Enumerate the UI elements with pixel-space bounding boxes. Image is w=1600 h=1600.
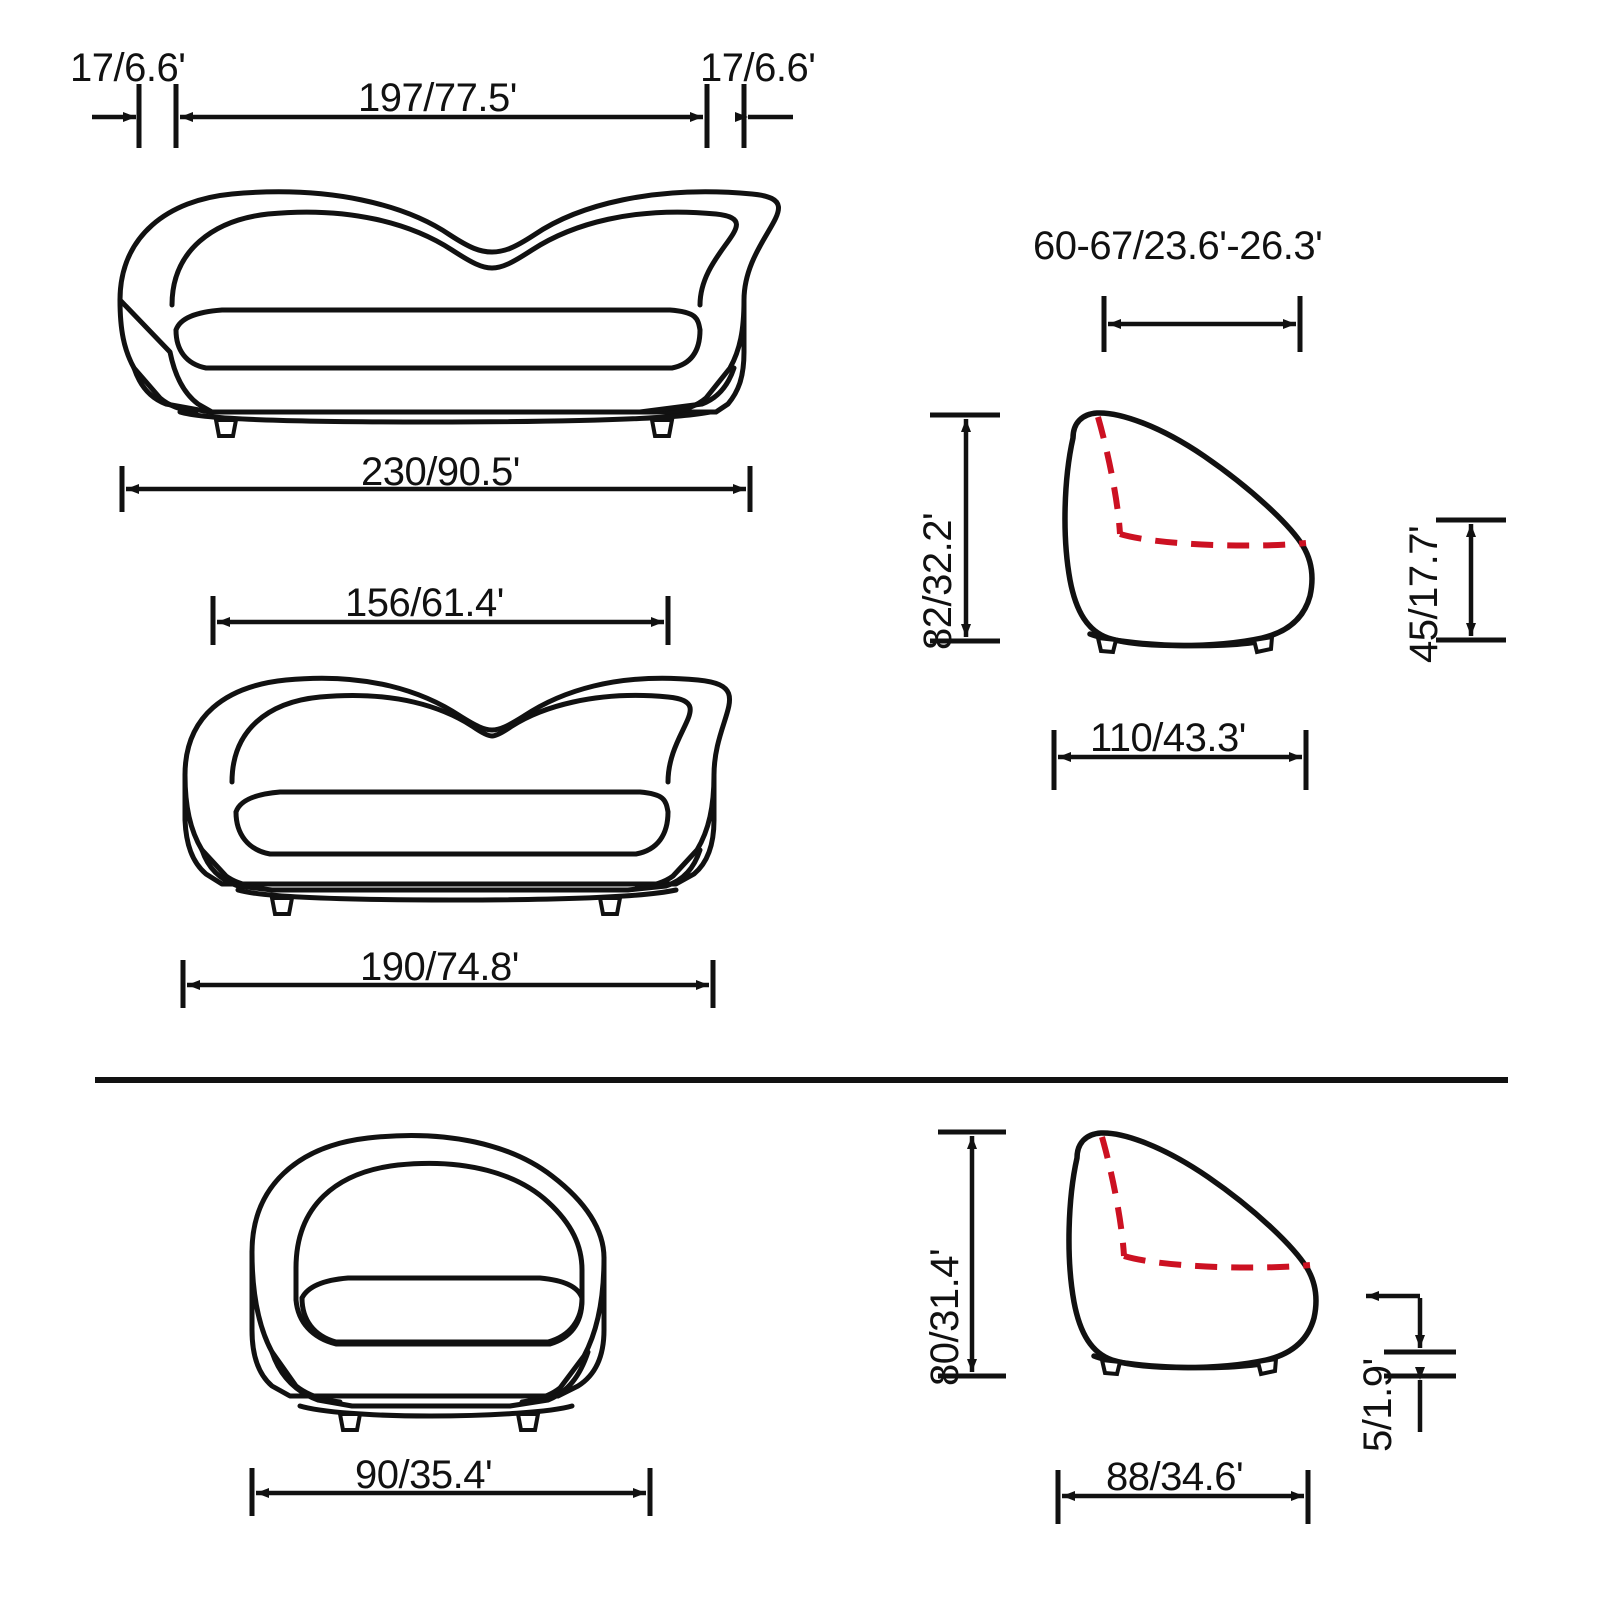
three-seat-sofa-drawing <box>117 189 781 425</box>
dim-label-three-seat-inner-width: 197/77.5' <box>358 76 517 120</box>
dim-label-armchair-height: 80/31.4' <box>923 1248 967 1386</box>
sofa-seat-profile-accent <box>1095 416 1307 549</box>
dim-label-arm-right: 17/6.6' <box>700 46 816 90</box>
two-seat-inner-width-dimension <box>210 596 671 645</box>
dim-label-armchair-depth: 88/34.6' <box>1106 1455 1244 1499</box>
dim-label-two-seat-inner-width: 156/61.4' <box>345 581 504 625</box>
dim-label-arm-left: 17/6.6' <box>70 46 186 90</box>
sofa-height-dimension <box>930 412 1000 644</box>
armchair-side-view-drawing <box>1066 1130 1319 1371</box>
sofa-side-view-drawing <box>1062 410 1315 649</box>
armchair-front-view-legs <box>337 1412 541 1432</box>
dim-label-leg-height: 5/1.9' <box>1356 1358 1400 1452</box>
sofa-side-view-legs <box>1095 634 1275 655</box>
dim-label-seat-depth-range: 60-67/23.6'-26.3' <box>1033 224 1323 268</box>
dim-label-seat-height: 45/17.7' <box>1402 525 1446 663</box>
three-seat-overall-width-dimension <box>119 466 753 512</box>
sofa-depth-dimension <box>1051 730 1309 790</box>
armchair-depth-dimension <box>1055 1470 1311 1524</box>
dim-label-two-seat-overall-width: 190/74.8' <box>360 945 519 989</box>
two-seat-overall-width-dimension <box>180 960 716 1008</box>
dim-label-three-seat-overall-width: 230/90.5' <box>361 450 520 494</box>
armchair-side-view-legs <box>1099 1356 1279 1377</box>
armchair-front-view-drawing <box>249 1133 607 1419</box>
dim-label-sofa-height: 82/32.2' <box>916 512 960 650</box>
leg-height-dimension-arrows <box>1366 1291 1425 1432</box>
two-seat-sofa-drawing <box>182 675 732 903</box>
dim-label-armchair-width: 90/35.4' <box>355 1453 493 1497</box>
seat-height-dimension <box>1436 517 1506 643</box>
armchair-seat-profile-accent <box>1099 1136 1311 1271</box>
seat-depth-range-dimension <box>1101 296 1303 352</box>
dim-label-sofa-depth: 110/43.3' <box>1090 716 1246 760</box>
two-seat-sofa-legs <box>269 896 623 916</box>
armchair-height-dimension <box>938 1129 1006 1379</box>
three-seat-sofa-legs <box>213 418 675 438</box>
armchair-width-dimension <box>249 1468 653 1516</box>
